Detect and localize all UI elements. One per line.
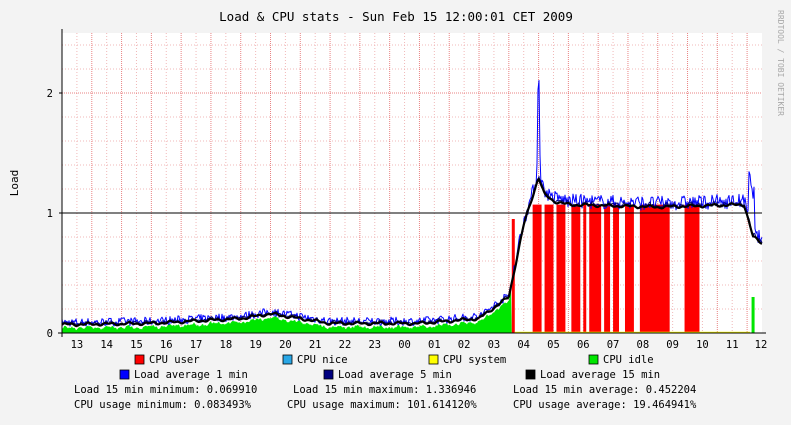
x-tick-label: 10 xyxy=(696,339,709,351)
x-tick-label: 13 xyxy=(71,339,84,351)
x-tick-label: 11 xyxy=(726,339,739,351)
cpu-user-block xyxy=(589,204,602,333)
load-1min-line xyxy=(61,80,763,327)
y-axis-label: Load xyxy=(8,170,21,197)
x-tick-label: 18 xyxy=(220,339,233,351)
cpu-user-block xyxy=(604,204,611,333)
cpu-idle-area xyxy=(62,290,512,333)
cpu-user-block xyxy=(532,204,542,333)
chart-title: Load & CPU stats - Sun Feb 15 12:00:01 C… xyxy=(219,9,573,24)
cpu-user-block xyxy=(556,204,566,333)
stats-block: Load 15 min minimum: 0.069910 Load 15 min… xyxy=(74,384,697,411)
legend-label: Load average 1 min xyxy=(134,369,248,381)
cpu-user-block xyxy=(684,204,700,333)
x-tick-label: 00 xyxy=(398,339,411,351)
legend-swatch xyxy=(588,354,599,365)
legend-label: CPU system xyxy=(443,354,506,366)
x-tick-label: 09 xyxy=(666,339,679,351)
stat-item: CPU usage average: 19.464941% xyxy=(513,399,697,411)
legend-swatch xyxy=(323,369,334,380)
cpu-user-block xyxy=(613,204,620,333)
x-tick-label: 06 xyxy=(577,339,590,351)
cpu-idle-area xyxy=(751,297,755,333)
x-tick-label: 22 xyxy=(339,339,352,351)
legend-label: CPU user xyxy=(149,354,200,366)
legend-label: CPU idle xyxy=(603,354,654,366)
cpu-user-block xyxy=(639,204,670,333)
cpu-user-block xyxy=(624,204,634,333)
x-tick-label: 02 xyxy=(458,339,471,351)
y-tick-label: 0 xyxy=(47,328,53,340)
stat-item: Load 15 min average: 0.452204 xyxy=(513,384,696,396)
stat-item: CPU usage maximum: 101.614120% xyxy=(287,399,477,411)
cpu-user-block xyxy=(571,204,581,333)
minor-grid xyxy=(62,33,762,333)
x-tick-label: 23 xyxy=(368,339,381,351)
x-tick-label: 15 xyxy=(130,339,143,351)
x-tick-label: 07 xyxy=(607,339,620,351)
legend-label: Load average 15 min xyxy=(540,369,660,381)
legend-swatch xyxy=(282,354,293,365)
y-tick-label: 1 xyxy=(47,208,53,220)
y-tick-label: 2 xyxy=(47,88,53,100)
x-tick-label: 20 xyxy=(279,339,292,351)
load-15min-line xyxy=(61,178,763,328)
x-tick-label: 01 xyxy=(428,339,441,351)
stat-item: Load 15 min maximum: 1.336946 xyxy=(293,384,476,396)
x-tick-label: 19 xyxy=(249,339,262,351)
x-tick-label: 14 xyxy=(100,339,113,351)
watermark: RRDTOOL / TOBI OETIKER xyxy=(776,10,785,116)
cpu-user-block xyxy=(583,204,587,333)
cpu-idle-series xyxy=(62,290,755,333)
legend-swatch xyxy=(134,354,145,365)
legend-swatch xyxy=(428,354,439,365)
x-tick-label: 08 xyxy=(637,339,650,351)
legend-label: Load average 5 min xyxy=(338,369,452,381)
x-tick-label: 04 xyxy=(517,339,530,351)
legend-swatch xyxy=(525,369,536,380)
x-tick-label: 05 xyxy=(547,339,560,351)
legend-label: CPU nice xyxy=(297,354,348,366)
cpu-user-series xyxy=(511,204,700,333)
stat-item: Load 15 min minimum: 0.069910 xyxy=(74,384,257,396)
x-tick-label: 16 xyxy=(160,339,173,351)
legend-swatch xyxy=(119,369,130,380)
x-tick-label: 03 xyxy=(488,339,501,351)
cpu-user-block xyxy=(544,204,554,333)
x-tick-label: 12 xyxy=(755,339,768,351)
legend: CPU user CPU nice CPU system CPU idle Load a… xyxy=(119,354,660,381)
x-tick-label: 17 xyxy=(190,339,203,351)
stat-item: CPU usage minimum: 0.083493% xyxy=(74,399,252,411)
x-tick-label: 21 xyxy=(309,339,322,351)
